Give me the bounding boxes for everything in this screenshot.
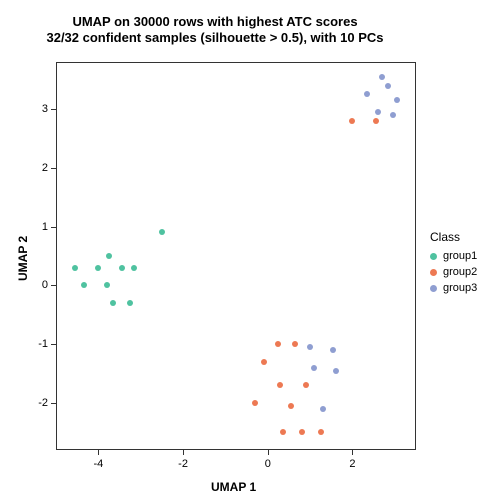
scatter-point-group3: [364, 91, 370, 97]
x-tick: [268, 450, 269, 455]
scatter-point-group3: [394, 97, 400, 103]
scatter-point-group1: [119, 265, 125, 271]
scatter-point-group1: [159, 229, 165, 235]
legend-swatch-group2: [430, 269, 437, 276]
chart-title-line2: 32/32 confident samples (silhouette > 0.…: [0, 30, 430, 46]
scatter-point-group1: [106, 253, 112, 259]
y-tick-label: -1: [34, 338, 48, 350]
scatter-point-group2: [303, 382, 309, 388]
y-tick: [51, 109, 56, 110]
legend-label: group1: [443, 250, 477, 262]
y-tick-label: 1: [34, 221, 48, 233]
x-axis-label: UMAP 1: [211, 480, 256, 494]
scatter-point-group3: [307, 344, 313, 350]
legend-swatch-group3: [430, 285, 437, 292]
legend: Class group1 group2 group3: [430, 230, 477, 296]
scatter-point-group1: [95, 265, 101, 271]
legend-item-group3: group3: [430, 280, 477, 296]
figure: UMAP on 30000 rows with highest ATC scor…: [0, 0, 504, 504]
scatter-point-group1: [104, 282, 110, 288]
scatter-point-group3: [385, 83, 391, 89]
scatter-point-group3: [333, 368, 339, 374]
scatter-point-group2: [261, 359, 267, 365]
x-tick: [98, 450, 99, 455]
scatter-point-group2: [288, 403, 294, 409]
scatter-point-group3: [375, 109, 381, 115]
legend-item-group1: group1: [430, 248, 477, 264]
scatter-point-group1: [127, 300, 133, 306]
y-tick: [51, 344, 56, 345]
x-tick-label: 2: [349, 458, 355, 470]
legend-item-group2: group2: [430, 264, 477, 280]
y-tick-label: 0: [34, 279, 48, 291]
scatter-point-group3: [330, 347, 336, 353]
scatter-point-group2: [252, 400, 258, 406]
scatter-point-group2: [373, 118, 379, 124]
y-tick-label: 3: [34, 103, 48, 115]
y-tick: [51, 403, 56, 404]
scatter-point-group2: [299, 429, 305, 435]
scatter-point-group2: [292, 341, 298, 347]
scatter-point-group2: [280, 429, 286, 435]
scatter-point-group2: [277, 382, 283, 388]
legend-title: Class: [430, 230, 477, 244]
x-tick-label: 0: [265, 458, 271, 470]
x-tick-label: -2: [178, 458, 188, 470]
legend-label: group3: [443, 282, 477, 294]
scatter-point-group2: [275, 341, 281, 347]
legend-swatch-group1: [430, 253, 437, 260]
scatter-point-group3: [390, 112, 396, 118]
y-tick: [51, 227, 56, 228]
scatter-point-group1: [110, 300, 116, 306]
scatter-point-group3: [320, 406, 326, 412]
y-axis-label: UMAP 2: [16, 236, 30, 281]
scatter-point-group1: [131, 265, 137, 271]
scatter-point-group3: [311, 365, 317, 371]
chart-title-line1: UMAP on 30000 rows with highest ATC scor…: [0, 14, 430, 30]
scatter-point-group1: [72, 265, 78, 271]
scatter-point-group3: [379, 74, 385, 80]
x-tick-label: -4: [93, 458, 103, 470]
scatter-point-group1: [81, 282, 87, 288]
y-tick-label: 2: [34, 162, 48, 174]
x-tick: [352, 450, 353, 455]
chart-title: UMAP on 30000 rows with highest ATC scor…: [0, 14, 430, 47]
y-tick-label: -2: [34, 397, 48, 409]
scatter-point-group2: [349, 118, 355, 124]
y-tick: [51, 285, 56, 286]
y-tick: [51, 168, 56, 169]
x-tick: [183, 450, 184, 455]
legend-label: group2: [443, 266, 477, 278]
scatter-point-group2: [318, 429, 324, 435]
